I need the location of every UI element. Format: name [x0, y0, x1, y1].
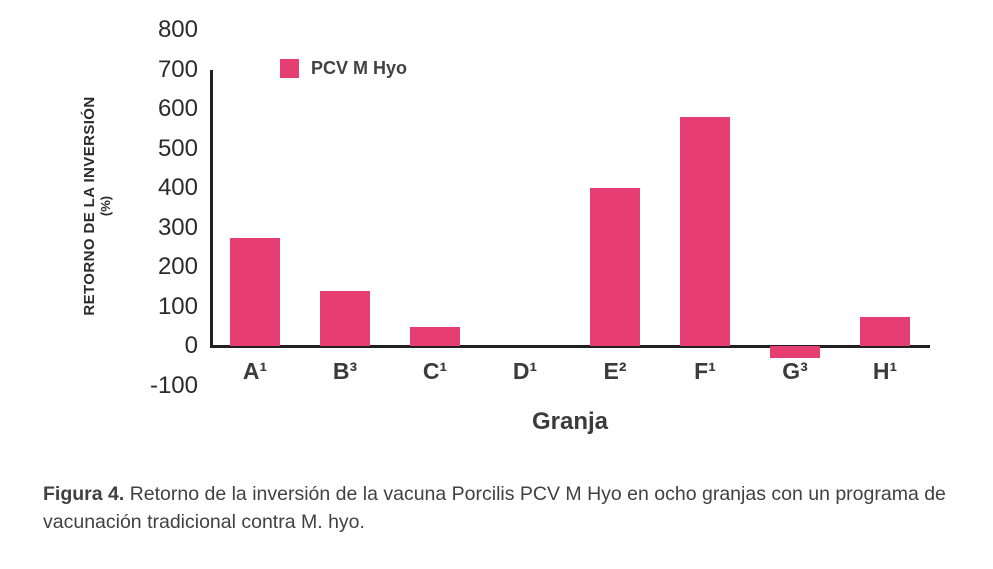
legend-label: PCV M Hyo — [311, 58, 408, 78]
x-tick-label: B³ — [332, 358, 358, 384]
chart-bar-A¹ — [230, 237, 280, 347]
y-axis-line — [210, 69, 213, 347]
chart-bar-H¹ — [860, 316, 910, 347]
legend: PCV M Hyo — [280, 58, 407, 79]
plot-area: PCV M Hyo — [210, 30, 930, 386]
y-axis-title-text: RETORNO DE LA INVERSIÓN — [81, 96, 98, 316]
chart-bar-G³ — [770, 346, 820, 359]
y-tick-label: 700 — [157, 55, 198, 83]
x-tick-label: C¹ — [422, 358, 448, 384]
x-axis-title: Granja — [531, 408, 609, 435]
y-tick-label: 200 — [157, 253, 198, 281]
x-axis-labels: A¹ B³ C¹ D¹ E² F¹ G³ H¹ — [210, 358, 930, 392]
x-tick-label: E² — [603, 358, 627, 384]
x-tick-label: A¹ — [242, 358, 268, 384]
x-axis-line — [210, 344, 930, 348]
x-tick-label: H¹ — [872, 358, 898, 384]
y-tick-label: 0 — [184, 332, 198, 360]
chart-bar-F¹ — [680, 117, 730, 347]
x-tick-label: G³ — [782, 358, 808, 384]
y-axis-unit: (%) — [98, 195, 113, 217]
y-tick-label: 100 — [157, 292, 198, 320]
y-tick-label: 800 — [157, 16, 198, 43]
y-tick-label: 600 — [157, 95, 198, 123]
chart-bar-C¹ — [410, 326, 460, 347]
y-tick-label: -100 — [149, 372, 198, 399]
y-tick-label: 300 — [157, 213, 198, 241]
chart-bar-E² — [590, 188, 640, 347]
y-tick-label: 500 — [157, 134, 198, 162]
y-axis-title: RETORNO DE LA INVERSIÓN (%) — [81, 96, 113, 315]
caption-label: Figura 4. — [43, 483, 125, 505]
chart-bar-B³ — [320, 291, 370, 347]
y-tick-label: 400 — [157, 174, 198, 202]
y-axis-ticks: 800 700 600 500 400 300 200 100 0 -100 — [118, 16, 198, 399]
figure-caption: Figura 4. Retorno de la inversión de la … — [43, 480, 958, 537]
caption-text: Retorno de la inversión de la vacuna Por… — [43, 483, 946, 534]
legend-swatch-icon — [280, 59, 299, 78]
x-tick-label: D¹ — [512, 358, 538, 384]
x-tick-label: F¹ — [694, 358, 716, 384]
